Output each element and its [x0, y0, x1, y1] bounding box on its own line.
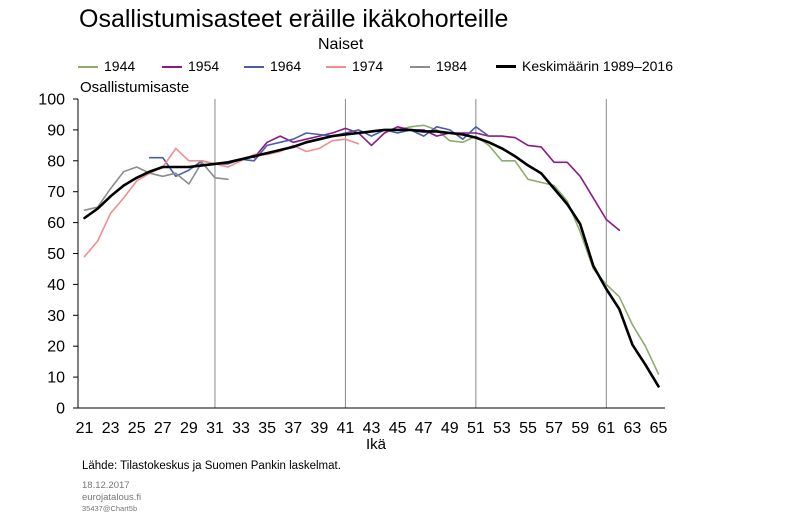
y-tick-label-20: 20	[47, 339, 65, 356]
y-tick-label-100: 100	[38, 92, 65, 109]
source-note: Lähde: Tilastokeskus ja Suomen Pankin la…	[82, 460, 341, 472]
legend-swatch-1944	[78, 66, 98, 68]
legend-label-1964: 1964	[270, 58, 302, 74]
legend-label-1954: 1954	[188, 58, 220, 74]
x-tick-label-47: 47	[415, 420, 433, 437]
x-tick-label-37: 37	[284, 420, 302, 437]
x-tick-label-25: 25	[128, 420, 146, 437]
y-tick-label-10: 10	[47, 370, 65, 387]
x-tick-label-51: 51	[467, 420, 485, 437]
y-tick-label-50: 50	[47, 246, 65, 263]
x-axis-label: Ikä	[366, 436, 387, 453]
x-tick-label-21: 21	[76, 420, 94, 437]
legend-swatch-1974	[326, 66, 346, 68]
x-tick-label-57: 57	[545, 420, 563, 437]
series-line-keskim-rin-1989-2016	[83, 128, 660, 388]
x-tick-label-27: 27	[154, 420, 172, 437]
x-tick-labels: 21 23 25 27 29 31 33 35 37 39 41 43 45 47 49 51 53 55 57 59…	[76, 420, 668, 437]
y-tick-label-90: 90	[47, 122, 65, 139]
y-tick-label-40: 40	[47, 277, 65, 294]
x-tick-label-53: 53	[493, 420, 511, 437]
legend-swatch-1984	[410, 66, 430, 68]
y-axis-label: Osallistumisaste	[80, 79, 190, 96]
y-tick-label-30: 30	[47, 308, 65, 325]
x-tick-label-33: 33	[232, 420, 250, 437]
x-tick-label-45: 45	[389, 420, 407, 437]
x-tick-label-55: 55	[519, 420, 537, 437]
legend-swatch-1964	[244, 66, 264, 68]
footer-date: 18.12.2017	[82, 480, 130, 491]
chart-subtitle: Naiset	[318, 36, 364, 53]
legend-label-1974: 1974	[352, 58, 384, 74]
y-tick-label-60: 60	[47, 215, 65, 232]
grid-lines	[214, 99, 607, 408]
legend-label-1944: 1944	[104, 58, 136, 74]
x-tick-label-31: 31	[206, 420, 224, 437]
legend-swatch-1954	[162, 66, 182, 68]
footer-site: eurojatalous.fi	[82, 492, 142, 503]
series-line-1954	[253, 126, 621, 232]
legend-label-average: Keskimäärin 1989–2016	[522, 58, 673, 74]
x-tick-label-23: 23	[102, 420, 120, 437]
footer-code: 35437@Chart5b	[82, 504, 138, 513]
y-tick-label-70: 70	[47, 184, 65, 201]
series-line-1964	[148, 126, 490, 178]
series-line-1974	[83, 138, 360, 258]
x-tick-label-39: 39	[310, 420, 328, 437]
x-tick-label-63: 63	[623, 420, 641, 437]
y-tick-label-80: 80	[47, 153, 65, 170]
x-tick-label-65: 65	[650, 420, 668, 437]
x-tick-label-43: 43	[363, 420, 381, 437]
x-tick-label-41: 41	[337, 420, 355, 437]
x-tick-label-35: 35	[258, 420, 276, 437]
series-line-1944	[383, 124, 660, 375]
y-tick-labels: 0 10 20 30 40 50 60 70 80 90 100	[38, 92, 65, 418]
axes	[73, 98, 665, 409]
x-tick-label-59: 59	[571, 420, 589, 437]
chart-title: Osallistumisasteet eräille ikäkohorteill…	[79, 5, 509, 33]
series-lines	[83, 124, 660, 388]
x-tick-label-61: 61	[597, 420, 615, 437]
x-tick-label-49: 49	[441, 420, 459, 437]
legend-label-1984: 1984	[436, 58, 468, 74]
x-tick-label-29: 29	[180, 420, 198, 437]
y-tick-label-0: 0	[56, 401, 65, 418]
legend-swatch-average	[496, 65, 516, 68]
